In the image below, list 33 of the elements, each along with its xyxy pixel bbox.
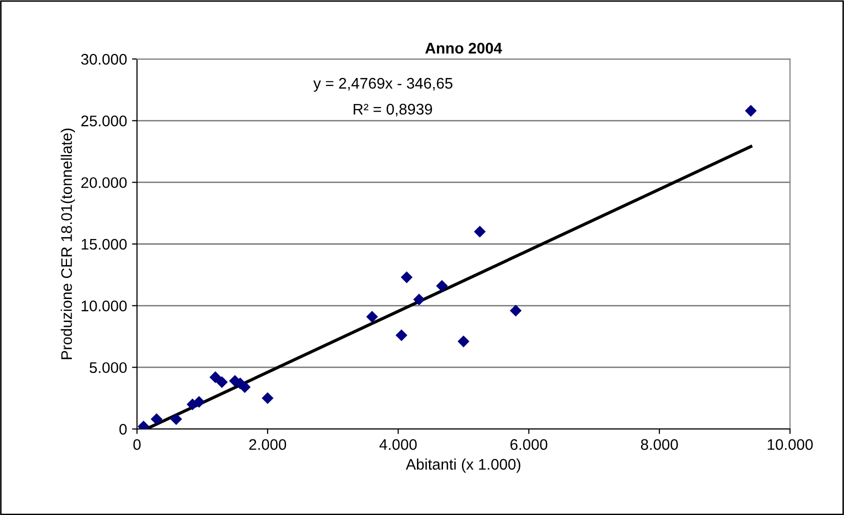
- x-tick-label: 2.000: [249, 439, 286, 450]
- y-axis-title: Produzione CER 18.01(tonnellate): [60, 128, 75, 360]
- y-tick-label: 0: [119, 424, 127, 435]
- point: [510, 304, 522, 316]
- point: [193, 396, 205, 408]
- y-tick-label: 20.000: [81, 177, 127, 188]
- point: [209, 371, 222, 384]
- annotation: R² = 0,8939: [354, 104, 432, 116]
- point: [170, 413, 182, 426]
- x-tick-label: 4.000: [379, 439, 417, 450]
- y-tick-label: 25.000: [81, 116, 127, 126]
- x-tick-label: 8.000: [640, 439, 678, 450]
- y-tick-label: 30.000: [81, 54, 127, 65]
- point: [744, 104, 757, 117]
- point: [366, 310, 378, 323]
- point: [400, 271, 413, 284]
- point: [216, 376, 228, 388]
- annotation: y = 2,4769x - 346,65: [313, 78, 452, 92]
- point: [413, 294, 425, 306]
- point: [262, 392, 274, 404]
- chart-title: Anno 2004: [425, 42, 502, 54]
- x-tick-label: 10.000: [768, 439, 813, 450]
- point: [150, 413, 162, 426]
- point: [474, 226, 486, 238]
- point: [458, 336, 470, 348]
- y-tick-label: 10.000: [82, 300, 127, 312]
- y-tick-label: 15.000: [82, 238, 127, 250]
- x-tick-label: 6.000: [510, 439, 548, 450]
- y-tick-label: 5.000: [90, 362, 127, 374]
- point: [396, 329, 408, 342]
- x-axis-title: Abitanti (x 1.000): [406, 458, 520, 473]
- x-tick-label: 0: [133, 439, 141, 450]
- point: [436, 280, 448, 292]
